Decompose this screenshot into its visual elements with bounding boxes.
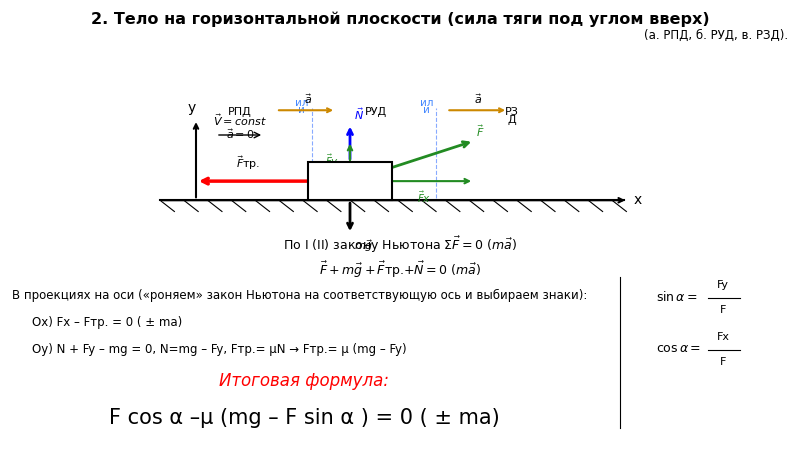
Text: Итоговая формула:: Итоговая формула: (219, 372, 389, 390)
Text: Fy: Fy (718, 280, 730, 290)
Text: $\vec{F}$тр.: $\vec{F}$тр. (236, 154, 260, 172)
Text: и: и (298, 105, 305, 115)
Text: $\vec{V} = const$: $\vec{V} = const$ (213, 112, 267, 128)
Text: $m\vec{g}$: $m\vec{g}$ (354, 238, 374, 254)
Text: F: F (720, 305, 726, 315)
Text: F: F (720, 357, 726, 367)
Text: $\vec{a} = 0$: $\vec{a} = 0$ (226, 127, 254, 141)
Text: и: и (423, 105, 430, 115)
Text: В проекциях на оси («роняем» закон Ньютона на соответствующую ось и выбираем зна: В проекциях на оси («роняем» закон Ньюто… (12, 289, 587, 302)
Text: $\vec{N}$: $\vec{N}$ (354, 106, 364, 122)
Text: α: α (381, 167, 388, 177)
Text: РУД: РУД (365, 107, 387, 117)
Text: $\cos\alpha =$: $\cos\alpha =$ (656, 342, 701, 355)
Text: F cos α –μ (mg – F sin α ) = 0 ( ± ma): F cos α –μ (mg – F sin α ) = 0 ( ± ma) (109, 408, 499, 428)
Text: Ox) Fx – Fтр. = 0 ( ± ma): Ox) Fx – Fтр. = 0 ( ± ma) (32, 316, 182, 329)
Text: $\vec{a}$: $\vec{a}$ (474, 92, 482, 106)
Text: Oy) N + Fy – mg = 0, N=mg – Fy, Fтр.= μN → Fтр.= μ (mg – Fy): Oy) N + Fy – mg = 0, N=mg – Fy, Fтр.= μN… (32, 343, 406, 356)
Text: $\sin\alpha =$: $\sin\alpha =$ (656, 290, 698, 304)
Text: Д: Д (508, 115, 516, 125)
Text: y: y (188, 101, 196, 115)
Text: (а. РПД, б. РУД, в. РЗД).: (а. РПД, б. РУД, в. РЗД). (644, 29, 788, 42)
Text: ил: ил (420, 98, 433, 108)
Text: ил: ил (295, 98, 308, 108)
Text: $\vec{F}$: $\vec{F}$ (477, 123, 485, 139)
Text: Fx: Fx (717, 332, 730, 342)
Text: По I (II) закону Ньютона $\Sigma\vec{F} = 0\ (m\vec{a})$: По I (II) закону Ньютона $\Sigma\vec{F} … (283, 235, 517, 255)
Text: $\vec{a}$: $\vec{a}$ (304, 92, 312, 106)
Text: 2. Тело на горизонтальной плоскости (сила тяги под углом вверх): 2. Тело на горизонтальной плоскости (сил… (90, 11, 710, 27)
Text: РПД: РПД (228, 107, 252, 117)
Text: $\vec{F} + m\vec{g} + \vec{F}$тр.$+ \vec{N} = 0\ (m\vec{a})$: $\vec{F} + m\vec{g} + \vec{F}$тр.$+ \vec… (319, 260, 481, 280)
Text: $\vec{F}y$: $\vec{F}y$ (326, 152, 339, 170)
Text: x: x (634, 193, 642, 207)
Text: РЗ: РЗ (505, 107, 519, 117)
Text: $\vec{F}x$: $\vec{F}x$ (418, 189, 431, 205)
Bar (308, 162, 392, 200)
